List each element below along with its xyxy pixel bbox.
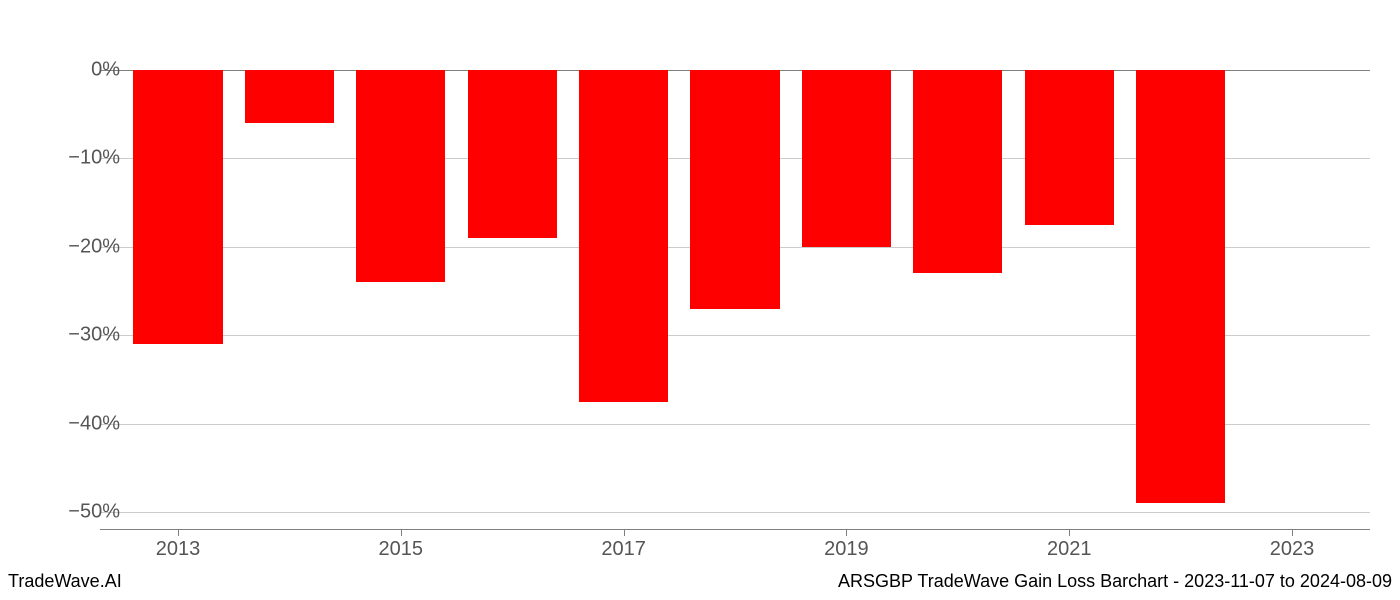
x-tick-mark (624, 530, 625, 536)
bar-2016 (468, 70, 557, 238)
y-tick-label: −20% (40, 235, 120, 258)
y-tick-label: −40% (40, 412, 120, 435)
x-tick-label: 2015 (379, 538, 424, 561)
x-tick-label: 2017 (601, 538, 646, 561)
y-tick-label: −10% (40, 147, 120, 170)
bar-2018 (690, 70, 779, 309)
footer-left-text: TradeWave.AI (8, 571, 122, 592)
y-tick-label: 0% (40, 59, 120, 82)
x-tick-mark (178, 530, 179, 536)
bar-2019 (802, 70, 891, 247)
bar-2014 (245, 70, 334, 123)
bar-2020 (913, 70, 1002, 273)
x-tick-label: 2021 (1047, 538, 1092, 561)
bar-2021 (1025, 70, 1114, 225)
chart-container (100, 70, 1370, 530)
x-tick-mark (1069, 530, 1070, 536)
bar-2017 (579, 70, 668, 402)
x-tick-label: 2023 (1270, 538, 1315, 561)
x-tick-label: 2019 (824, 538, 869, 561)
gridline (100, 512, 1370, 513)
x-tick-mark (846, 530, 847, 536)
y-tick-label: −50% (40, 501, 120, 524)
x-tick-label: 2013 (156, 538, 201, 561)
bar-2015 (356, 70, 445, 282)
y-tick-label: −30% (40, 324, 120, 347)
x-tick-mark (401, 530, 402, 536)
bar-2013 (133, 70, 222, 344)
footer-right-text: ARSGBP TradeWave Gain Loss Barchart - 20… (838, 571, 1392, 592)
bar-2022 (1136, 70, 1225, 503)
x-tick-mark (1292, 530, 1293, 536)
